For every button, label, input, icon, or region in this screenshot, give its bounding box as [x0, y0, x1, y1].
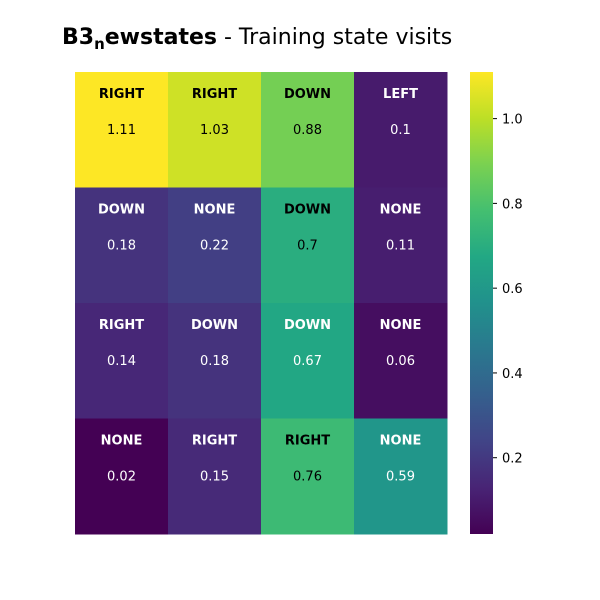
cell-action-label: DOWN: [191, 318, 238, 333]
heatmap-cell: [75, 187, 169, 304]
cell-action-label: NONE: [380, 203, 422, 218]
cell-action-label: DOWN: [98, 203, 145, 218]
cell-action-label: LEFT: [383, 87, 418, 102]
cell-value-label: 0.18: [107, 239, 136, 254]
chart-title: B3newstates - Training state visits: [62, 25, 452, 53]
cell-action-label: NONE: [380, 434, 422, 449]
colorbar-gradient: [470, 72, 493, 534]
heatmap-cell: [354, 418, 448, 535]
cell-value-label: 0.76: [293, 470, 322, 485]
colorbar-tick-label: 1.0: [502, 113, 523, 128]
colorbar-tick-label: 0.4: [502, 367, 523, 382]
heatmap-cell: [261, 303, 355, 419]
cell-value-label: 0.18: [200, 354, 229, 369]
cell-value-label: 0.1: [390, 123, 411, 138]
cell-action-label: NONE: [380, 318, 422, 333]
colorbar-tick-label: 0.8: [502, 197, 523, 212]
heatmap-cell: [261, 187, 355, 304]
cell-value-label: 0.15: [200, 470, 229, 485]
heatmap-cell: [261, 418, 355, 535]
title-bold-suffix: ewstates: [105, 25, 217, 50]
heatmap-cell: [168, 418, 262, 535]
cell-action-label: RIGHT: [99, 318, 144, 333]
cell-action-label: NONE: [194, 203, 236, 218]
heatmap-cell: [75, 418, 169, 535]
cell-value-label: 0.11: [386, 239, 415, 254]
cell-value-label: 0.06: [386, 354, 415, 369]
heatmap-grid: RIGHT 1.11 RIGHT 1.03 DOWN 0.88 LEFT 0.1 DOWN 0.1…: [75, 72, 448, 535]
cell-value-label: 0.14: [107, 354, 136, 369]
cell-action-label: RIGHT: [99, 87, 144, 102]
cell-value-label: 0.88: [293, 123, 322, 138]
cell-value-label: 0.59: [386, 470, 415, 485]
cell-value-label: 1.11: [107, 123, 136, 138]
colorbar-tick-label: 0.6: [502, 282, 523, 297]
colorbar: 0.2 0.4 0.6 0.8 1.0: [470, 72, 523, 534]
cell-value-label: 1.03: [200, 123, 229, 138]
heatmap-cell: [354, 187, 448, 304]
cell-action-label: DOWN: [284, 87, 331, 102]
title-bold-prefix: B3: [62, 25, 94, 50]
heatmap-cell: [168, 187, 262, 304]
heatmap-cell: [168, 72, 262, 188]
title-rest: - Training state visits: [217, 25, 452, 50]
cell-value-label: 0.22: [200, 239, 229, 254]
cell-value-label: 0.02: [107, 470, 136, 485]
cell-value-label: 0.7: [297, 239, 318, 254]
heatmap-cell: [168, 303, 262, 419]
cell-action-label: NONE: [101, 434, 143, 449]
cell-action-label: RIGHT: [285, 434, 330, 449]
cell-action-label: RIGHT: [192, 434, 237, 449]
colorbar-tick-label: 0.2: [502, 452, 523, 467]
heatmap-cell: [261, 72, 355, 188]
heatmap-cell: [354, 72, 448, 188]
cell-action-label: DOWN: [284, 318, 331, 333]
heatmap-cell: [354, 303, 448, 419]
heatmap-cell: [75, 72, 169, 188]
cell-action-label: DOWN: [284, 203, 331, 218]
title-subscript: n: [94, 35, 105, 53]
cell-value-label: 0.67: [293, 354, 322, 369]
heatmap-cell: [75, 303, 169, 419]
cell-action-label: RIGHT: [192, 87, 237, 102]
